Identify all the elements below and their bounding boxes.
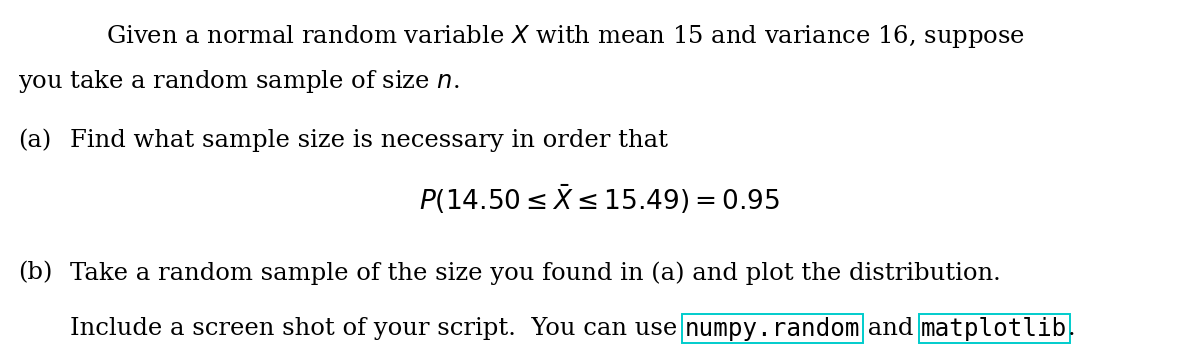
Text: $P\left(14.50 \leq \bar{X} \leq 15.49\right) = 0.95$: $P\left(14.50 \leq \bar{X} \leq 15.49\ri… bbox=[420, 183, 780, 216]
Text: Given a normal random variable $\mathit{X}$ with mean 15 and variance 16, suppos: Given a normal random variable $\mathit{… bbox=[106, 23, 1025, 50]
Text: matplotlib: matplotlib bbox=[922, 317, 1068, 341]
Text: .: . bbox=[1068, 317, 1075, 340]
Text: (a): (a) bbox=[18, 129, 52, 152]
Text: Include a screen shot of your script.  You can use: Include a screen shot of your script. Yo… bbox=[70, 317, 684, 340]
Text: Find what sample size is necessary in order that: Find what sample size is necessary in or… bbox=[70, 129, 667, 152]
Text: and: and bbox=[860, 317, 922, 340]
Text: (b): (b) bbox=[18, 261, 53, 284]
Text: numpy.random: numpy.random bbox=[684, 317, 860, 341]
Text: Take a random sample of the size you found in (a) and plot the distribution.: Take a random sample of the size you fou… bbox=[70, 261, 1001, 285]
Text: you take a random sample of size $\mathit{n}$.: you take a random sample of size $\mathi… bbox=[18, 68, 460, 95]
